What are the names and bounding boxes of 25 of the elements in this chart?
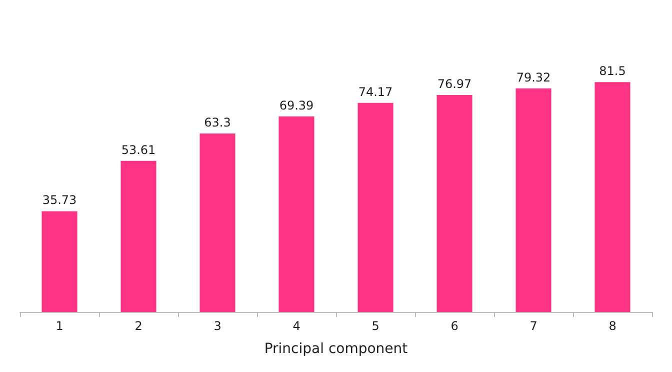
data-label: 53.61 [121, 142, 156, 157]
bar [278, 116, 314, 312]
bar [120, 160, 156, 312]
x-tick-label: 7 [530, 319, 538, 333]
data-label: 35.73 [42, 193, 77, 208]
x-axis-title: Principal component [264, 341, 408, 357]
data-label: 79.32 [516, 70, 551, 84]
data-label: 76.97 [437, 76, 472, 91]
bar [358, 102, 394, 312]
x-tick-label: 1 [56, 319, 64, 333]
bar [200, 133, 236, 312]
x-tick-label: 6 [450, 319, 458, 333]
x-tick-label: 5 [372, 319, 380, 333]
bar [516, 88, 552, 312]
bar [436, 94, 472, 312]
data-label: 81.5 [599, 64, 626, 78]
x-tick-label: 3 [214, 319, 222, 333]
x-tick-label: 2 [134, 319, 142, 333]
x-tick-label: 8 [608, 319, 616, 333]
data-label: 63.3 [204, 115, 231, 130]
data-label: 74.17 [358, 84, 393, 99]
bar [42, 211, 78, 312]
x-tick-label: 4 [292, 319, 300, 333]
data-label: 69.39 [279, 98, 314, 112]
bar [594, 82, 630, 312]
